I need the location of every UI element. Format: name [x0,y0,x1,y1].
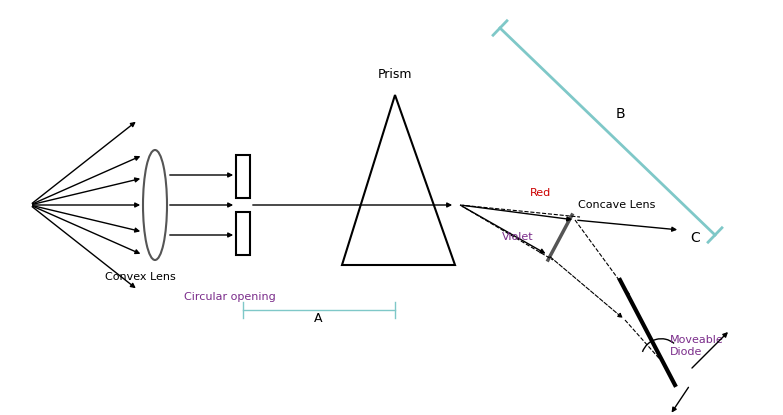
Text: Red: Red [530,188,551,198]
Text: Circular opening: Circular opening [184,292,276,302]
Text: A: A [314,312,323,325]
Text: Concave Lens: Concave Lens [578,200,655,210]
Text: Convex Lens: Convex Lens [105,272,175,282]
Bar [236,155,250,198]
Text: Prism: Prism [377,68,413,81]
Text: Violet: Violet [502,232,534,242]
Bar [236,212,250,255]
Text: B: B [615,107,625,121]
Text: Moveable
Diode: Moveable Diode [670,335,723,357]
Text: C: C [690,231,700,245]
